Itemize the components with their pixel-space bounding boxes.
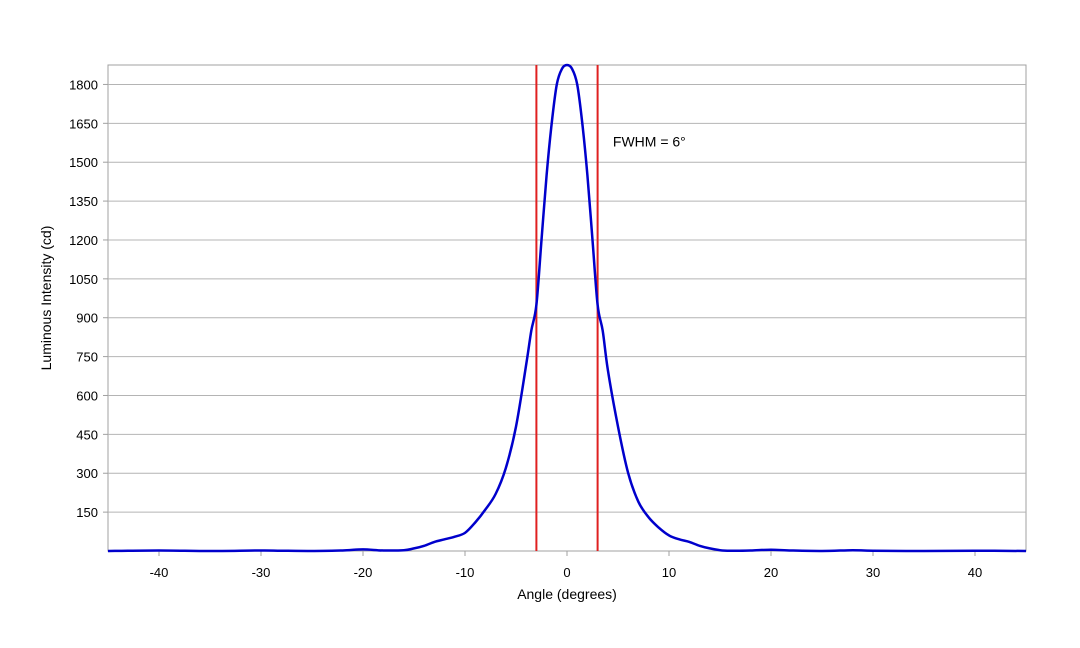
y-tick-label: 1050 — [69, 272, 98, 287]
y-tick-label: 900 — [76, 311, 98, 326]
x-tick-label: 30 — [866, 565, 880, 580]
y-tick-label: 300 — [76, 466, 98, 481]
x-tick-label: -10 — [456, 565, 475, 580]
y-axis-ticks: 150 300 450 600 750 900 1050 1200 1350 1500 1650 18… — [69, 77, 108, 520]
y-tick-label: 1800 — [69, 77, 98, 92]
x-axis-title: Angle (degrees) — [517, 586, 617, 602]
y-tick-label: 450 — [76, 427, 98, 442]
x-tick-label: 40 — [968, 565, 982, 580]
y-tick-label: 150 — [76, 505, 98, 520]
x-tick-label: -40 — [150, 565, 169, 580]
x-tick-label: 20 — [764, 565, 778, 580]
x-tick-label: 0 — [563, 565, 570, 580]
x-tick-label: -20 — [354, 565, 373, 580]
y-tick-label: 600 — [76, 388, 98, 403]
y-tick-label: 1500 — [69, 155, 98, 170]
series-group — [107, 63, 1027, 553]
annotations: FWHM = 6° — [613, 134, 686, 150]
plot-area — [107, 64, 1027, 552]
y-tick-label: 1200 — [69, 233, 98, 248]
x-tick-label: -30 — [252, 565, 271, 580]
y-tick-label: 1350 — [69, 194, 98, 209]
y-tick-label: 1650 — [69, 116, 98, 131]
x-axis-ticks: -40 -30 -20 -10 0 10 20 30 40 — [150, 551, 982, 580]
fwhm-annotation: FWHM = 6° — [613, 134, 686, 150]
grid — [108, 83, 1026, 513]
y-tick-label: 750 — [76, 350, 98, 365]
y-axis-title: Luminous Intensity (cd) — [38, 226, 54, 371]
series-line-0 — [107, 63, 1027, 553]
x-tick-label: 10 — [662, 565, 676, 580]
